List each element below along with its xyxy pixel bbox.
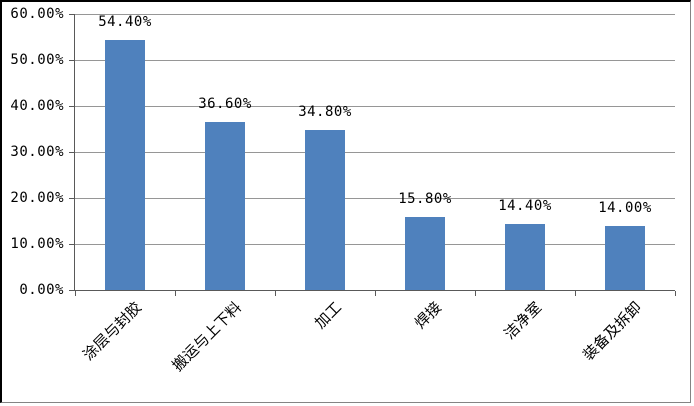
- y-axis-tick-label: 0.00%: [19, 282, 64, 298]
- y-axis-tick: [69, 60, 75, 61]
- y-axis-tick: [69, 198, 75, 199]
- bar-value-label: 14.40%: [498, 197, 552, 214]
- x-axis-category-label: 焊接: [411, 298, 446, 333]
- bar: [405, 217, 445, 290]
- x-axis-line: [74, 290, 675, 291]
- y-axis-tick-label: 60.00%: [10, 6, 64, 22]
- y-axis-tick: [69, 152, 75, 153]
- y-axis-tick: [69, 290, 75, 291]
- gridline: [75, 152, 675, 153]
- x-axis-tick: [75, 291, 76, 296]
- x-axis-category-label: 搬运与上下料: [168, 298, 246, 375]
- bar-value-label: 54.40%: [98, 13, 152, 30]
- y-axis-tick-label: 40.00%: [10, 98, 64, 114]
- y-axis-tick-label: 30.00%: [10, 144, 64, 160]
- x-axis-category-label: 涂层与封胶: [79, 298, 146, 365]
- x-axis-tick: [175, 291, 176, 296]
- x-axis-category-label: 加工: [311, 298, 346, 333]
- bar-value-label: 14.00%: [598, 199, 652, 216]
- y-axis-tick: [69, 14, 75, 15]
- bar: [105, 39, 145, 290]
- y-axis-tick: [69, 244, 75, 245]
- gridline: [75, 14, 675, 15]
- bar: [305, 129, 345, 290]
- bar-slot: 36.60%: [175, 14, 275, 290]
- bar-slot: 14.40%: [475, 14, 575, 290]
- bar-value-label: 36.60%: [198, 95, 252, 112]
- bar-value-label: 15.80%: [398, 191, 452, 208]
- bar-slot: 15.80%: [375, 14, 475, 290]
- x-axis-category-label: 装备及拆卸: [579, 298, 646, 365]
- bar-slot: 54.40%: [75, 14, 175, 290]
- y-axis-tick-label: 10.00%: [10, 236, 64, 252]
- x-axis-tick: [375, 291, 376, 296]
- gridline: [75, 244, 675, 245]
- bar: [605, 225, 645, 290]
- plot-area: 54.40% 36.60% 34.80% 15.80% 14.40% 14.00%: [74, 14, 675, 291]
- x-axis-tick: [475, 291, 476, 296]
- y-axis-tick-label: 50.00%: [10, 52, 64, 68]
- bar-value-label: 34.80%: [298, 103, 352, 120]
- bar-slot: 34.80%: [275, 14, 375, 290]
- y-axis-tick: [69, 106, 75, 107]
- x-axis-tick: [675, 291, 676, 296]
- y-axis-tick-label: 20.00%: [10, 190, 64, 206]
- gridline: [75, 60, 675, 61]
- bar-slot: 14.00%: [575, 14, 675, 290]
- x-axis-tick: [275, 291, 276, 296]
- bar: [205, 121, 245, 290]
- x-axis-tick: [575, 291, 576, 296]
- x-axis-category-label: 洁净室: [500, 298, 546, 343]
- gridline: [75, 198, 675, 199]
- gridline: [75, 106, 675, 107]
- bar: [505, 223, 545, 290]
